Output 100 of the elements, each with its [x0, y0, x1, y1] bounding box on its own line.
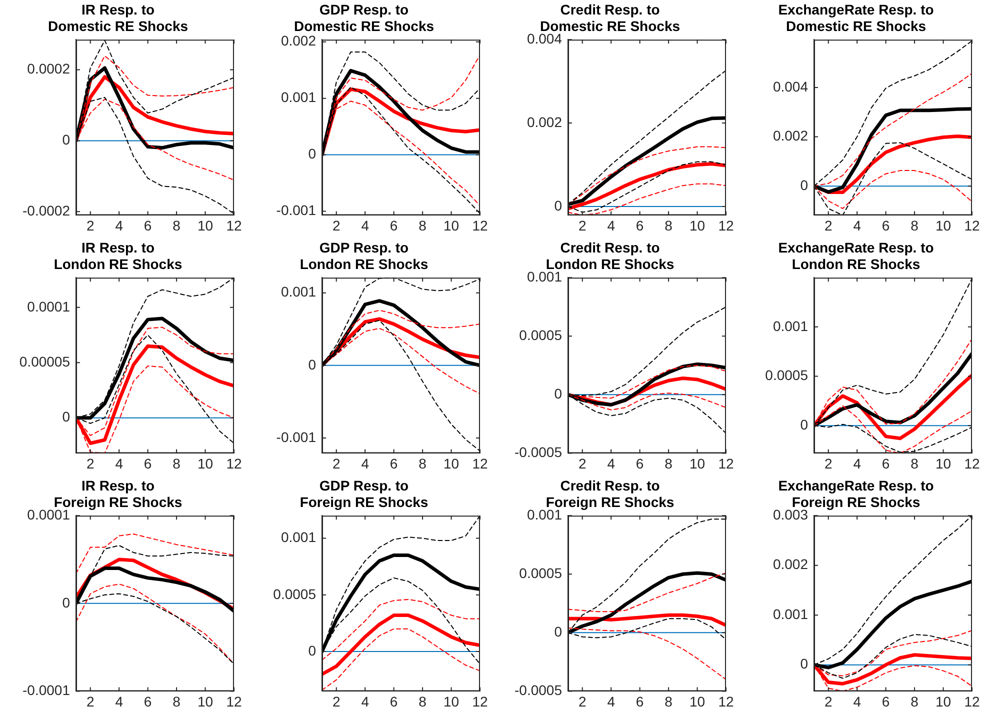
chart-title: IR Resp. to Domestic RE Shocks [48, 1, 188, 34]
x-tick-label: 6 [636, 217, 644, 234]
x-tick-label: 6 [636, 693, 644, 710]
x-tick-label: 12 [964, 455, 980, 472]
x-tick-label: 12 [226, 217, 242, 234]
y-tick-label: 0.001 [280, 89, 316, 106]
y-tick-label: 0.001 [280, 284, 316, 300]
x-tick-label: 4 [115, 693, 124, 710]
x-tick-label: 12 [226, 693, 242, 710]
chart-title: GDP Resp. to London RE Shocks [300, 239, 428, 272]
y-tick-label: 0 [308, 146, 316, 162]
line-series [322, 598, 480, 661]
y-tick-label: 0 [62, 594, 70, 610]
y-tick-label: -0.0005 [514, 682, 562, 698]
x-tick-label: 10 [197, 217, 214, 234]
x-tick-label: 12 [472, 455, 488, 472]
x-tick-label: 8 [418, 693, 427, 710]
y-tick-label: 0.0001 [27, 298, 70, 314]
x-tick-label: 8 [910, 217, 919, 234]
x-tick-label: 2 [332, 217, 340, 234]
x-tick-label: 8 [664, 455, 673, 472]
chart-title: ExchangeRate Resp. to London RE Shocks [778, 239, 934, 272]
y-tick-label: 0 [308, 356, 316, 372]
x-tick-label: 6 [882, 217, 890, 234]
x-tick-label: 8 [664, 693, 673, 710]
x-tick-label: 6 [882, 693, 890, 710]
x-tick-label: 6 [144, 693, 152, 710]
x-tick-label: 2 [86, 455, 94, 472]
y-tick-label: 0.001 [280, 529, 316, 546]
x-tick-label: 6 [636, 455, 644, 472]
x-tick-label: 8 [910, 693, 919, 710]
x-tick-label: 10 [935, 217, 952, 234]
y-tick-label: 0.004 [772, 78, 808, 94]
x-tick-label: 12 [718, 455, 734, 472]
y-tick-label: -0.0005 [514, 444, 562, 460]
x-tick-label: 10 [443, 455, 460, 472]
x-tick-label: 8 [910, 455, 919, 472]
y-tick-label: 0.001 [772, 318, 808, 334]
x-tick-label: 8 [172, 693, 181, 710]
y-tick-label: 0 [62, 408, 70, 425]
x-tick-label: 2 [578, 455, 586, 472]
x-tick-label: 2 [824, 455, 832, 472]
x-tick-label: 4 [115, 217, 124, 234]
x-tick-label: 4 [853, 217, 862, 234]
x-tick-label: 10 [689, 455, 706, 472]
y-tick-label: 0 [800, 416, 808, 432]
y-tick-label: 0 [308, 642, 316, 658]
y-tick-label: -0.0001 [22, 682, 70, 698]
x-tick-label: 2 [824, 217, 832, 234]
y-tick-label: 0.00005 [19, 354, 70, 370]
x-tick-label: 6 [390, 455, 398, 472]
x-tick-label: 2 [86, 217, 94, 234]
y-tick-label: 0.002 [772, 556, 808, 572]
x-tick-label: 10 [935, 693, 952, 710]
x-tick-label: 2 [824, 693, 832, 710]
x-tick-label: 4 [361, 217, 370, 234]
x-tick-label: 10 [689, 217, 706, 234]
x-tick-label: 2 [86, 693, 94, 710]
y-tick-label: 0 [800, 176, 808, 193]
x-tick-label: 8 [172, 217, 181, 234]
y-tick-label: 0 [800, 656, 808, 672]
y-tick-label: 0 [554, 197, 562, 214]
x-tick-label: 10 [197, 455, 214, 472]
x-tick-label: 2 [578, 217, 586, 234]
x-tick-label: 2 [332, 455, 340, 472]
y-tick-label: 0.002 [772, 128, 808, 144]
x-tick-label: 8 [418, 217, 427, 234]
x-tick-label: 12 [964, 217, 980, 234]
x-tick-label: 12 [226, 455, 242, 472]
y-tick-label: 0.0002 [27, 60, 70, 77]
x-tick-label: 12 [472, 693, 488, 710]
x-tick-label: 10 [197, 693, 214, 710]
x-tick-label: 4 [115, 455, 124, 472]
x-tick-label: 6 [882, 455, 890, 472]
x-tick-label: 12 [718, 217, 734, 234]
y-tick-label: 0.002 [280, 32, 316, 49]
line-series [568, 572, 726, 612]
y-tick-label: 0.0005 [519, 326, 562, 343]
x-tick-label: 12 [718, 693, 734, 710]
chart-title: GDP Resp. to Foreign RE Shocks [300, 477, 428, 510]
x-tick-label: 4 [607, 455, 616, 472]
chart-title: IR Resp. to London RE Shocks [54, 239, 182, 272]
chart-title: GDP Resp. to Domestic RE Shocks [294, 1, 434, 34]
x-tick-label: 4 [361, 693, 370, 710]
line-series [568, 146, 726, 205]
x-tick-label: 10 [935, 455, 952, 472]
x-tick-label: 6 [144, 217, 152, 234]
line-series [76, 534, 234, 574]
y-tick-label: 0.0005 [765, 367, 808, 384]
x-tick-label: 2 [578, 693, 586, 710]
x-tick-label: 4 [853, 693, 862, 710]
y-tick-label: 0.0005 [273, 586, 316, 602]
x-tick-label: 8 [418, 455, 427, 472]
x-tick-label: 6 [144, 455, 152, 472]
x-tick-label: 4 [607, 217, 616, 234]
chart-title: ExchangeRate Resp. to Domestic RE Shocks [778, 1, 934, 34]
y-tick-label: 0.002 [526, 114, 562, 130]
y-tick-label: 0 [554, 624, 562, 640]
y-tick-label: 0.001 [772, 606, 808, 622]
y-tick-label: -0.001 [276, 202, 316, 218]
